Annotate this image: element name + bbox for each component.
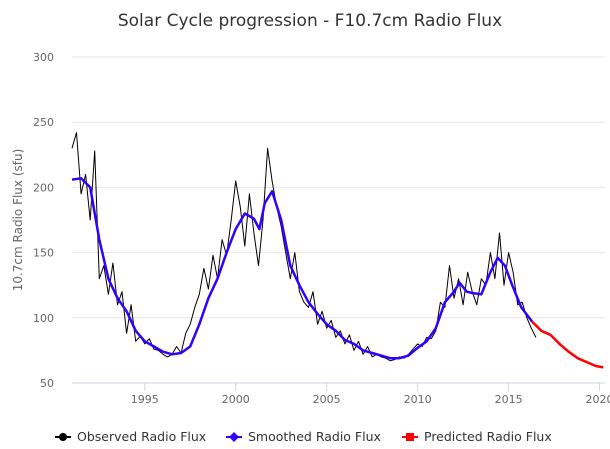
y-tick-label: 50	[40, 377, 54, 390]
x-tick-label: 2000	[222, 393, 250, 406]
x-tick-label: 2015	[495, 393, 523, 406]
y-tick-label: 200	[33, 181, 54, 194]
legend-item-smoothed[interactable]: Smoothed Radio Flux	[226, 429, 381, 444]
chart-title: Solar Cycle progression - F10.7cm Radio …	[118, 11, 502, 31]
x-tick-label: 2020	[586, 393, 610, 406]
circle-marker-icon	[59, 433, 67, 441]
square-marker-icon	[406, 433, 414, 441]
legend-label: Observed Radio Flux	[77, 429, 206, 444]
observed-series-line	[71, 132, 537, 362]
diamond-marker-icon	[229, 432, 239, 442]
x-tick-label: 1995	[131, 393, 159, 406]
predicted-series-line	[531, 320, 604, 369]
legend-label: Smoothed Radio Flux	[248, 429, 381, 444]
legend: Observed Radio Flux Smoothed Radio Flux …	[55, 429, 552, 444]
y-axis-label: 10.7cm Radio Flux (sfu)	[11, 149, 25, 292]
smoothed-series-line	[71, 177, 534, 360]
legend-label: Predicted Radio Flux	[424, 429, 552, 444]
y-tick-label: 250	[33, 116, 54, 129]
y-tick-label: 300	[33, 51, 54, 64]
x-tick-label: 2010	[404, 393, 432, 406]
legend-item-observed[interactable]: Observed Radio Flux	[55, 429, 206, 444]
legend-item-predicted[interactable]: Predicted Radio Flux	[402, 429, 552, 444]
x-tick-label: 2005	[313, 393, 341, 406]
y-tick-label: 150	[33, 247, 54, 260]
y-tick-label: 100	[33, 312, 54, 325]
